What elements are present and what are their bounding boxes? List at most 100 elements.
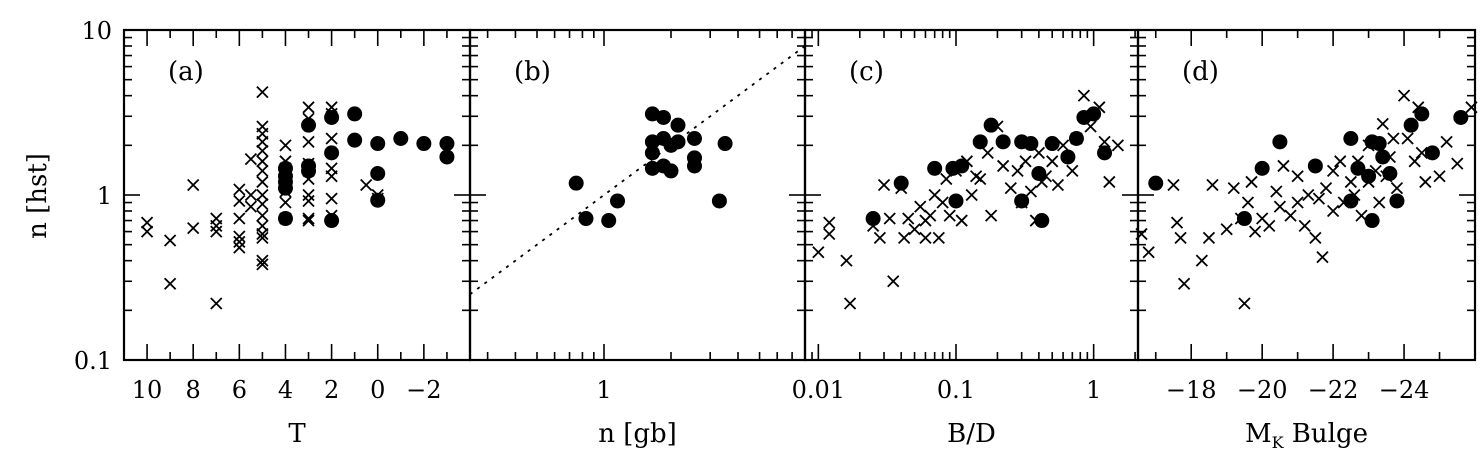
cross-point [140,225,154,238]
x-axis-label-sub: K [1272,433,1285,452]
panel-label: (c) [849,57,884,87]
filled-point [1097,145,1113,161]
x-tick-label: 6 [232,376,247,404]
cross-point [302,135,315,148]
x-tick-label: −24 [1379,376,1430,404]
cross-point [1011,164,1024,178]
cross-point [1408,155,1421,168]
cross-point [1077,89,1091,102]
filled-point [1307,158,1323,174]
cross-point [981,146,994,160]
y-tick-label: 0.1 [74,347,112,375]
cross-point [302,212,315,225]
cross-point [902,212,915,225]
cross-point [163,277,177,290]
cross-point [256,175,269,189]
cross-point [1273,200,1287,213]
panel-frame [1136,28,1477,362]
cross-point [955,214,968,227]
cross-point [984,209,998,222]
filled-point [1014,193,1030,209]
x-tick-label: 0.1 [937,376,975,404]
cross-point [1174,231,1187,244]
filled-point [568,175,584,191]
filled-point [1254,160,1270,176]
filled-point [1031,165,1047,181]
cross-point [1277,159,1290,173]
cross-point [233,212,246,225]
cross-point [1142,246,1155,259]
filled-point [655,109,671,125]
cross-point [244,188,258,202]
filled-point [277,180,293,196]
panel-label: (a) [168,57,204,87]
cross-point [256,209,269,222]
filled-point [439,136,455,152]
cross-point [1451,157,1464,170]
filled-point [1343,193,1359,209]
filled-point [1364,213,1380,229]
filled-point [324,109,340,125]
cross-point [1415,146,1428,160]
cross-point [919,231,932,244]
cross-point [1316,251,1329,264]
panel-2: (c) 0.01 0.1 1 B/D [792,28,1140,449]
cross-point [823,216,836,229]
filled-point [1068,131,1084,147]
cross-point [233,235,246,248]
panels-group: (a) 10 8 6 4 2 0 −2 T (b) 1 n [gb] (c) 0.01 0.1 1 B/D (d)… [74,17,1478,452]
filled-point [686,131,702,147]
filled-point [893,175,909,191]
x-tick-label: 1 [596,376,611,404]
cross-point [233,183,246,196]
x-tick-label: 1 [1086,376,1101,404]
cross-point [1019,155,1032,168]
cross-point [1397,89,1411,102]
cross-point [887,275,900,288]
cross-point [1312,192,1326,205]
cross-point [1046,155,1059,168]
cross-point [302,194,315,208]
filled-point [1371,136,1387,152]
cross-point [908,223,921,236]
cross-point [279,196,292,209]
filled-point [995,134,1011,150]
cross-point [1433,170,1446,183]
cross-point [256,198,269,211]
cross-point [840,254,853,267]
cross-point [1245,175,1258,189]
cross-point [1248,225,1262,238]
cross-point [1419,175,1432,189]
cross-point [914,200,927,213]
panel-label: (d) [1182,57,1219,87]
filled-point [1272,134,1288,150]
x-axis-label: n [gb] [598,419,677,449]
panel-1: (b) 1 n [gb] [468,28,807,449]
filled-point [983,117,999,133]
cross-point [256,254,269,267]
filled-point [601,213,617,229]
filled-point [1350,160,1366,176]
cross-point [1177,277,1191,290]
reference-line [470,45,805,296]
cross-point [1387,132,1400,145]
cross-point [924,209,937,222]
cross-point [140,216,154,229]
filled-point [1148,175,1164,191]
cross-point [1302,188,1315,202]
filled-point [1034,213,1050,229]
cross-point [256,231,269,244]
cross-point [823,227,836,241]
filled-point [393,131,409,147]
x-axis-label-main: M [1245,419,1272,449]
filled-point [717,136,733,152]
cross-point [1401,132,1414,145]
filled-point [301,117,317,133]
cross-point [1066,164,1079,178]
x-tick-label: 2 [324,376,339,404]
cross-point [940,172,953,186]
cross-point [256,144,269,158]
y-axis-label: n [hst] [23,153,53,239]
cross-point [187,178,200,192]
cross-point [1326,164,1340,178]
